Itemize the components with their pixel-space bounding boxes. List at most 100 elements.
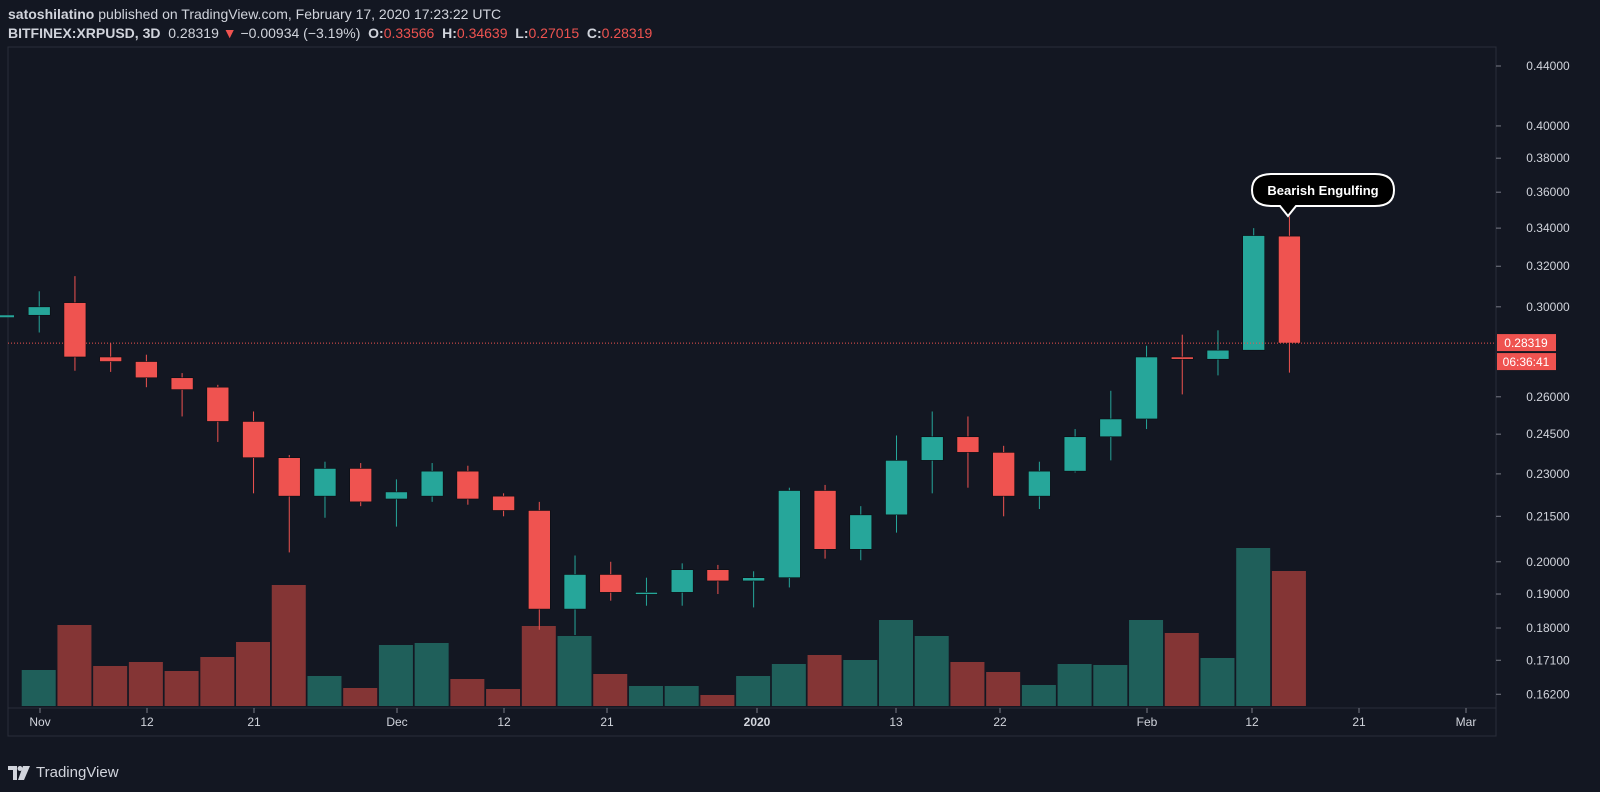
candle-body xyxy=(742,577,765,582)
low-value: 0.27015 xyxy=(528,25,580,41)
high-value: 0.34639 xyxy=(456,25,508,41)
price-tick-label: 0.38000 xyxy=(1526,151,1570,165)
price-tick-label: 0.44000 xyxy=(1526,59,1570,73)
volume-bar xyxy=(450,679,485,706)
price-change: −0.00934 (−3.19%) xyxy=(240,25,361,41)
volume-bar xyxy=(914,636,949,706)
time-tick-label: 12 xyxy=(1245,715,1259,729)
volume-bar xyxy=(414,643,449,706)
candle-body xyxy=(27,306,51,316)
price-tick-label: 0.26000 xyxy=(1526,390,1570,404)
volume-bar xyxy=(1200,658,1235,706)
price-tick-label: 0.23000 xyxy=(1526,467,1570,481)
time-tick-label: 2020 xyxy=(744,715,771,729)
price-tick-label: 0.36000 xyxy=(1526,185,1570,199)
open-label: O: xyxy=(368,25,384,41)
candle-body xyxy=(920,436,944,461)
volume-bar xyxy=(1021,685,1056,706)
volume-bar xyxy=(57,625,92,706)
volume-bar xyxy=(771,664,806,706)
volume-bar xyxy=(664,686,699,706)
volume-bar xyxy=(21,670,56,706)
price-tick-label: 0.32000 xyxy=(1526,259,1570,273)
time-tick-label: 13 xyxy=(889,715,903,729)
down-arrow-icon: ▼ xyxy=(222,25,237,41)
candle-body xyxy=(135,361,158,379)
volume-bar xyxy=(593,674,628,706)
candle-body xyxy=(385,491,408,500)
low-label: L: xyxy=(515,25,529,41)
candle-body xyxy=(527,510,551,610)
bearish-engulfing-callout: Bearish Engulfing xyxy=(1250,173,1396,218)
volume-bar xyxy=(378,645,413,706)
candle-body xyxy=(1242,235,1265,351)
time-tick-label: Feb xyxy=(1137,715,1158,729)
candle-body xyxy=(1206,349,1230,360)
candle-body xyxy=(1099,418,1123,438)
candle-body xyxy=(706,569,730,582)
high-label: H: xyxy=(442,25,457,41)
price-tick-label: 0.17100 xyxy=(1526,653,1570,667)
volume-bar xyxy=(557,636,592,706)
volume-bar xyxy=(343,688,378,706)
annotation-label: Bearish Engulfing xyxy=(1267,183,1378,198)
volume-bar xyxy=(628,686,663,706)
close-label: C: xyxy=(586,25,602,41)
volume-bar xyxy=(1129,620,1164,706)
candle-body xyxy=(277,457,301,497)
volume-bar xyxy=(1093,665,1128,706)
candle-body xyxy=(1170,356,1194,360)
candle-body xyxy=(778,490,801,578)
candle-body xyxy=(206,386,230,422)
volume-bar xyxy=(1057,664,1092,706)
price-tick-label: 0.21500 xyxy=(1526,509,1570,523)
candle-body xyxy=(1135,356,1158,420)
symbol-name: BITFINEX:XRPUSD, 3D xyxy=(8,25,161,41)
candle-body xyxy=(599,574,623,593)
candle-body xyxy=(0,315,14,318)
close-value: 0.28319 xyxy=(601,25,653,41)
price-tick-label: 0.40000 xyxy=(1526,119,1570,133)
price-tick-label: 0.19000 xyxy=(1526,587,1570,601)
time-tick-label: Mar xyxy=(1456,715,1477,729)
volume-bar xyxy=(986,672,1021,706)
tradingview-logo[interactable]: TradingView xyxy=(8,764,119,781)
author-name[interactable]: satoshilatino xyxy=(8,6,95,22)
volume-bar xyxy=(843,660,878,706)
candle-body xyxy=(492,495,515,511)
volume-bar xyxy=(736,676,771,706)
time-tick-label: Nov xyxy=(29,715,50,729)
published-text: published on TradingView.com, February 1… xyxy=(98,6,502,22)
candle-body xyxy=(99,356,122,362)
volume-bar xyxy=(807,655,842,706)
candle-body xyxy=(242,421,265,458)
time-axis[interactable]: Nov 12 21 Dec 12 21 2020 13 22 Feb 12 21 Mar xyxy=(29,708,1476,729)
candle-body xyxy=(63,302,87,358)
price-axis[interactable]: 0.44000 0.40000 0.38000 0.36000 0.34000 0.320… xyxy=(1496,59,1570,701)
price-tick-label: 0.24500 xyxy=(1526,427,1570,441)
candle-body xyxy=(349,468,373,503)
time-tick-label: 21 xyxy=(600,715,614,729)
candle-body xyxy=(813,490,837,550)
candle-body xyxy=(956,436,980,453)
countdown-badge xyxy=(1497,353,1556,371)
open-value: 0.33566 xyxy=(383,25,435,41)
brand-name: TradingView xyxy=(36,764,119,781)
volume-bar xyxy=(700,695,735,706)
volume-bar xyxy=(486,689,521,706)
price-tick-label: 0.16200 xyxy=(1526,687,1570,701)
candle-body xyxy=(635,592,658,595)
time-tick-label: 12 xyxy=(497,715,511,729)
candle-body xyxy=(170,377,194,390)
candle-layer xyxy=(0,216,1301,636)
volume-bar xyxy=(1236,548,1271,706)
volume-bar xyxy=(879,620,913,706)
volume-bar xyxy=(1164,633,1199,706)
time-tick-label: 12 xyxy=(140,715,154,729)
volume-layer xyxy=(21,548,1306,706)
candle-body xyxy=(1278,235,1301,344)
candle-body xyxy=(1028,470,1051,497)
symbol-line: BITFINEX:XRPUSD, 3D 0.28319 ▼ −0.00934 (… xyxy=(8,25,652,41)
chart-frame xyxy=(7,46,1497,737)
